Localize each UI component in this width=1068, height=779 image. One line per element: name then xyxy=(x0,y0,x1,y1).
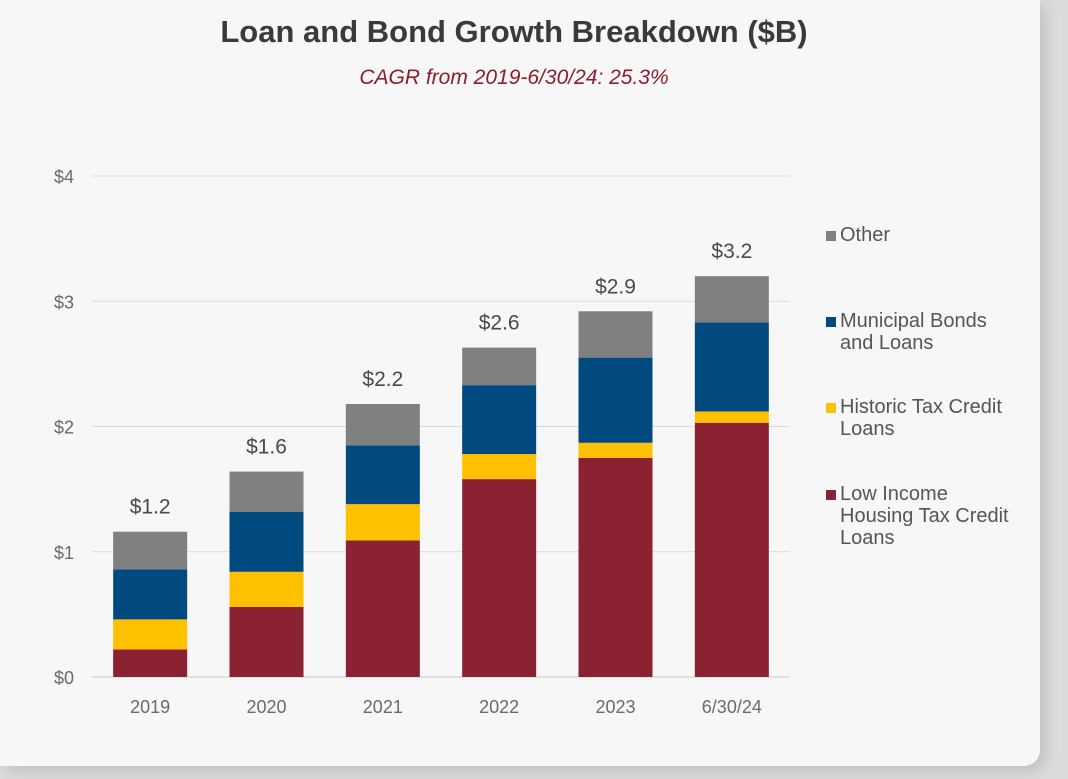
bar-segment xyxy=(694,276,769,323)
legend-item-historic-tax-credit: Historic Tax Credit Loans xyxy=(826,396,1036,440)
chart-title: Loan and Bond Growth Breakdown ($B) xyxy=(220,14,808,49)
y-tick-label: $0 xyxy=(54,668,74,688)
x-tick-label: 2021 xyxy=(363,697,403,717)
legend-label-other: Other xyxy=(840,224,891,246)
x-tick-label: 2019 xyxy=(130,697,170,717)
bar-total-label: $2.6 xyxy=(479,312,520,335)
bar-segment xyxy=(345,540,420,677)
legend-item-municipal-bonds: Municipal Bonds and Loans xyxy=(826,310,1036,354)
legend-label-low-income-housing: Low Income Housing Tax Credit Loans xyxy=(840,483,1009,549)
bar-segment xyxy=(578,311,653,358)
bar-total-label: $2.9 xyxy=(595,275,636,298)
bar-segment xyxy=(229,606,304,677)
chart-card: Loan and Bond Growth Breakdown ($B) CAGR… xyxy=(0,0,1040,766)
bar-segment xyxy=(113,569,188,620)
bar-segment xyxy=(462,454,537,480)
bar-segment xyxy=(694,322,769,412)
bar-segment xyxy=(462,347,537,386)
bar-segment xyxy=(462,385,537,455)
legend-item-other: Other xyxy=(826,224,1036,246)
bar-segment xyxy=(578,457,653,677)
x-tick-label: 2023 xyxy=(595,697,635,717)
bar-segment xyxy=(229,511,304,572)
bar-segment xyxy=(462,479,537,677)
bar-total-label: $2.2 xyxy=(362,368,403,391)
bar-total-label: $1.2 xyxy=(130,496,171,519)
bar-segment xyxy=(113,619,188,650)
bar-segment xyxy=(229,471,304,512)
bar-segment xyxy=(345,403,420,446)
legend-label-municipal-bonds: Municipal Bonds and Loans xyxy=(840,310,987,354)
y-tick-label: $3 xyxy=(54,292,74,312)
x-tick-label: 2022 xyxy=(479,697,519,717)
legend-label-historic-tax-credit: Historic Tax Credit Loans xyxy=(840,396,1002,440)
bar-segment xyxy=(694,422,769,677)
x-tick-label: 2020 xyxy=(246,697,286,717)
y-tick-label: $1 xyxy=(54,543,74,563)
legend-swatch-municipal-bonds xyxy=(826,317,836,327)
y-tick-label: $4 xyxy=(54,167,74,187)
bar-segment xyxy=(345,445,420,505)
legend-swatch-historic-tax-credit xyxy=(826,403,836,413)
bar-segment xyxy=(113,649,188,677)
stacked-bar-chart: $0 $1 $2 $3 $4 $1.2 2019 $1.6 2020 $2.2 2021 $2.6 20… xyxy=(54,167,790,717)
bar-segment xyxy=(229,571,304,607)
x-tick-label: 6/30/24 xyxy=(702,697,762,717)
bar-segment xyxy=(578,357,653,443)
bar-segment xyxy=(578,442,653,458)
bar-segment xyxy=(113,531,188,570)
bar-total-label: $1.6 xyxy=(246,436,287,459)
legend-swatch-low-income-housing xyxy=(826,490,836,500)
legend-swatch-other xyxy=(826,231,836,241)
chart-subtitle: CAGR from 2019-6/30/24: 25.3% xyxy=(359,66,669,89)
bar-segment xyxy=(345,504,420,541)
legend-item-low-income-housing: Low Income Housing Tax Credit Loans xyxy=(826,483,1036,549)
bar-segment xyxy=(694,411,769,423)
y-tick-label: $2 xyxy=(54,418,74,438)
bar-total-label: $3.2 xyxy=(711,240,752,263)
